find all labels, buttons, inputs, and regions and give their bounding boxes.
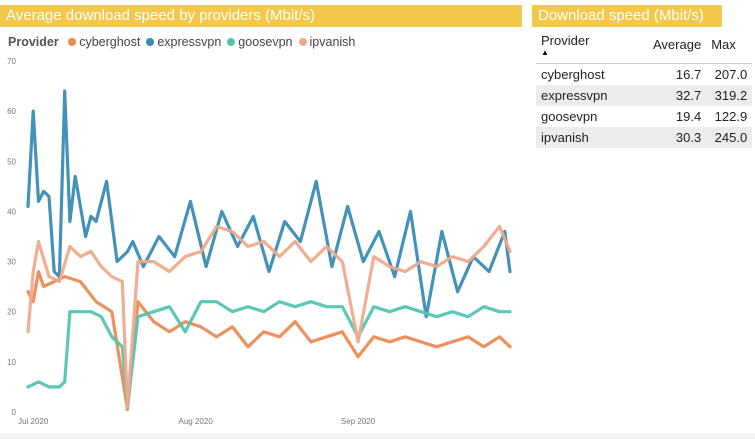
cell-provider: ipvanish bbox=[536, 127, 648, 148]
cell-average: 16.7 bbox=[675, 67, 702, 82]
cell-max: 207.0 bbox=[714, 67, 748, 82]
y-tick-label: 70 bbox=[7, 57, 16, 66]
y-tick-label: 10 bbox=[7, 358, 16, 367]
table-title: Download speed (Mbit/s) bbox=[532, 5, 722, 27]
bottom-bar bbox=[0, 433, 755, 439]
cell-max: 319.2 bbox=[706, 85, 753, 106]
chart-panel: Average download speed by providers (Mbi… bbox=[0, 5, 522, 426]
table-header-row: Provider ▲ Average Max bbox=[536, 26, 753, 64]
legend-label: cyberghost bbox=[79, 35, 141, 49]
cell-provider: expressvpn bbox=[536, 85, 648, 106]
y-tick-label: 50 bbox=[7, 157, 16, 166]
chart-title: Average download speed by providers (Mbi… bbox=[0, 5, 522, 27]
column-header-provider[interactable]: Provider ▲ bbox=[536, 26, 648, 64]
legend-dot-icon bbox=[298, 38, 307, 46]
legend-dot-icon bbox=[146, 38, 155, 46]
table-row: goosevpn 19.4 122.9 bbox=[536, 106, 752, 127]
line-chart: 0 10 20 30 40 50 60 70 Jul 2020 Aug 2020 Sep 2020 bbox=[7, 57, 512, 426]
legend-item-expressvpn[interactable]: expressvpn bbox=[146, 35, 221, 49]
cell-average: 30.3 bbox=[648, 127, 707, 148]
legend-item-cyberghost[interactable]: cyberghost bbox=[68, 35, 140, 49]
series-line-cyberghost bbox=[26, 270, 512, 412]
cell-average: 32.7 bbox=[648, 85, 707, 106]
column-header-max[interactable]: Max bbox=[706, 26, 753, 64]
table-row: cyberghost 16.7 207.0 bbox=[536, 64, 752, 86]
table-panel: Download speed (Mbit/s) Provider ▲ Avera… bbox=[532, 0, 755, 439]
y-tick-label: 0 bbox=[12, 408, 17, 417]
series-line-goosevpn bbox=[26, 300, 512, 409]
x-tick-label: Jul 2020 bbox=[18, 417, 49, 426]
legend-title: Provider bbox=[8, 35, 59, 49]
cell-provider: cyberghost bbox=[541, 67, 605, 82]
cell-max: 245.0 bbox=[706, 127, 753, 148]
cell-max: 122.9 bbox=[714, 109, 748, 124]
legend-label: ipvanish bbox=[309, 35, 356, 49]
x-tick-label: Sep 2020 bbox=[341, 417, 376, 426]
y-tick-label: 30 bbox=[7, 258, 16, 267]
legend-label: goosevpn bbox=[238, 35, 293, 49]
y-tick-label: 20 bbox=[7, 308, 16, 317]
table-row: ipvanish 30.3 245.0 bbox=[536, 127, 753, 148]
cell-provider: goosevpn bbox=[541, 109, 598, 124]
legend-label: expressvpn bbox=[157, 35, 222, 49]
speed-table: Provider ▲ Average Max cyberghost 16.7 2… bbox=[536, 26, 753, 148]
series-line-ipvanish bbox=[26, 224, 512, 409]
chart-legend: Provider cyberghost expressvpn goosevpn ipv… bbox=[8, 35, 361, 49]
cell-average: 19.4 bbox=[675, 109, 702, 124]
y-tick-label: 60 bbox=[7, 107, 16, 116]
legend-item-goosevpn[interactable]: goosevpn bbox=[227, 35, 293, 49]
legend-dot-icon bbox=[68, 38, 77, 46]
legend-dot-icon bbox=[227, 38, 236, 46]
y-tick-label: 40 bbox=[7, 207, 16, 216]
table-row: expressvpn 32.7 319.2 bbox=[536, 85, 753, 106]
series-line-expressvpn bbox=[26, 89, 512, 319]
column-header-average[interactable]: Average bbox=[648, 26, 707, 64]
triangle-up-icon: ▲ bbox=[541, 48, 549, 57]
legend-item-ipvanish[interactable]: ipvanish bbox=[298, 35, 356, 49]
x-tick-label: Aug 2020 bbox=[179, 417, 214, 426]
